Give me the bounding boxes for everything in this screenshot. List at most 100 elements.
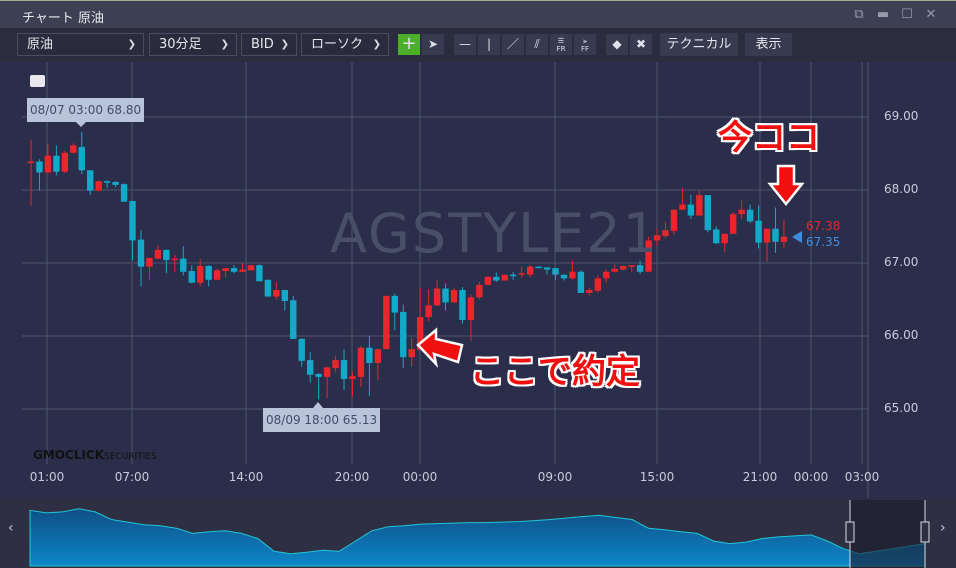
- candle-body: [112, 181, 119, 185]
- trend-line-button[interactable]: ／: [501, 33, 525, 56]
- candle-body: [298, 338, 305, 361]
- candle-body: [518, 273, 525, 275]
- candle-body: [704, 195, 711, 231]
- candle-body: [577, 271, 585, 293]
- candle-body: [755, 220, 762, 243]
- ask-price-label: 67.38: [806, 219, 841, 233]
- erase-all-button[interactable]: ✖: [629, 33, 653, 56]
- eraser-x-icon: ✖: [635, 37, 647, 51]
- candle-body: [586, 290, 593, 293]
- candle-body: [129, 200, 136, 241]
- crosshair-button[interactable]: +: [397, 33, 421, 56]
- x-tick-label: 20:00: [334, 470, 370, 484]
- candle-body: [340, 360, 348, 380]
- candle-body: [230, 268, 238, 272]
- candle-body: [103, 181, 111, 183]
- candle-body: [408, 349, 415, 358]
- eraser-button[interactable]: ◆: [605, 33, 629, 56]
- candle-body: [44, 155, 52, 173]
- candle-body: [154, 249, 162, 259]
- high-tooltip: 08/07 03:00 68.80: [27, 98, 145, 122]
- candle-body: [670, 209, 678, 231]
- chevron-down-icon: ❯: [127, 39, 136, 50]
- chart-type-select[interactable]: ローソク ❯: [301, 33, 389, 56]
- y-tick-label: 69.00: [884, 109, 919, 123]
- candle-body: [459, 290, 466, 320]
- symbol-select[interactable]: 原油 ❯: [17, 33, 144, 56]
- candle-body: [61, 152, 69, 172]
- scroll-left-icon[interactable]: ‹: [8, 520, 14, 536]
- crosshair-icon: +: [401, 33, 417, 54]
- x-tick-label: 03:00: [844, 470, 880, 484]
- x-tick-label: 09:00: [537, 470, 573, 484]
- candle-body: [679, 204, 686, 210]
- candle-body: [653, 235, 661, 241]
- close-icon[interactable]: ✕: [925, 7, 937, 22]
- candle-body: [780, 236, 788, 242]
- price-type-value: BID: [251, 37, 274, 52]
- candle-body: [53, 155, 60, 172]
- minimize-icon[interactable]: ▬: [876, 7, 890, 22]
- maximize-icon[interactable]: ☐: [901, 7, 913, 22]
- down-arrow-icon: [767, 164, 805, 207]
- fibonacci-retracement-button[interactable]: ☰ FR: [549, 33, 573, 56]
- chevron-down-icon: ❯: [372, 39, 381, 50]
- candle-body: [239, 269, 246, 272]
- fibonacci-fan-button[interactable]: ⪫ FF: [573, 33, 597, 56]
- scroll-right-icon[interactable]: ›: [940, 520, 946, 536]
- candle-body: [713, 229, 720, 244]
- chart-area[interactable]: AGSTYLE21 08/07 03:00 68.80 08/09 18:00 …: [0, 62, 956, 498]
- comment-icon[interactable]: [30, 75, 45, 87]
- candle-body: [264, 279, 272, 297]
- candle-body: [163, 249, 170, 261]
- candle-body: [603, 271, 610, 279]
- candle-body: [281, 290, 288, 301]
- cursor-arrow-icon: ➤: [427, 37, 439, 51]
- candle-body: [222, 268, 229, 272]
- candle-body: [746, 209, 754, 222]
- navigator-handle[interactable]: [845, 521, 855, 543]
- y-tick-label: 67.00: [884, 255, 919, 269]
- timeframe-value: 30分足: [159, 37, 202, 52]
- candle-body: [493, 276, 500, 281]
- candle-body: [594, 278, 602, 291]
- pointer-button[interactable]: ➤: [421, 33, 445, 56]
- candle-body: [247, 265, 255, 271]
- price-type-select[interactable]: BID ❯: [241, 33, 297, 56]
- vertical-line-button[interactable]: |: [477, 33, 501, 56]
- navigator-selection[interactable]: [850, 500, 925, 568]
- candle-body: [27, 161, 35, 164]
- x-tick-label: 01:00: [29, 470, 65, 484]
- candle-body: [290, 300, 297, 339]
- technical-button[interactable]: テクニカル: [660, 33, 738, 56]
- candle-body: [87, 170, 94, 191]
- horizontal-line-button[interactable]: —: [453, 33, 477, 56]
- candle-body: [535, 266, 542, 269]
- navigator[interactable]: ‹ ›: [0, 498, 956, 568]
- candle-body: [78, 146, 85, 171]
- candle-body: [366, 347, 373, 364]
- candle-body: [696, 195, 703, 216]
- fib-fan-icon: ⪫: [583, 37, 587, 45]
- candle-body: [425, 305, 432, 318]
- channel-line-button[interactable]: ⫽: [525, 33, 549, 56]
- candle-body: [526, 266, 534, 275]
- candle-body: [476, 284, 483, 298]
- horizontal-line-icon: —: [459, 37, 471, 51]
- navigator-chart: [29, 500, 930, 568]
- display-button[interactable]: 表示: [745, 33, 792, 56]
- candle-body: [180, 258, 187, 272]
- high-tooltip-pointer: [76, 122, 86, 127]
- candle-body: [213, 270, 221, 280]
- candle-body: [569, 271, 576, 279]
- candle-body: [772, 228, 779, 242]
- candle-body: [543, 267, 551, 270]
- navigator-handle[interactable]: [920, 521, 930, 543]
- candle-body: [450, 290, 458, 303]
- chart-type-value: ローソク: [311, 37, 364, 52]
- timeframe-select[interactable]: 30分足 ❯: [149, 33, 237, 56]
- candle-body: [636, 265, 644, 272]
- chevron-down-icon: ❯: [280, 39, 289, 50]
- detach-icon[interactable]: ⧉: [854, 7, 864, 22]
- fr-label: FR: [556, 45, 566, 53]
